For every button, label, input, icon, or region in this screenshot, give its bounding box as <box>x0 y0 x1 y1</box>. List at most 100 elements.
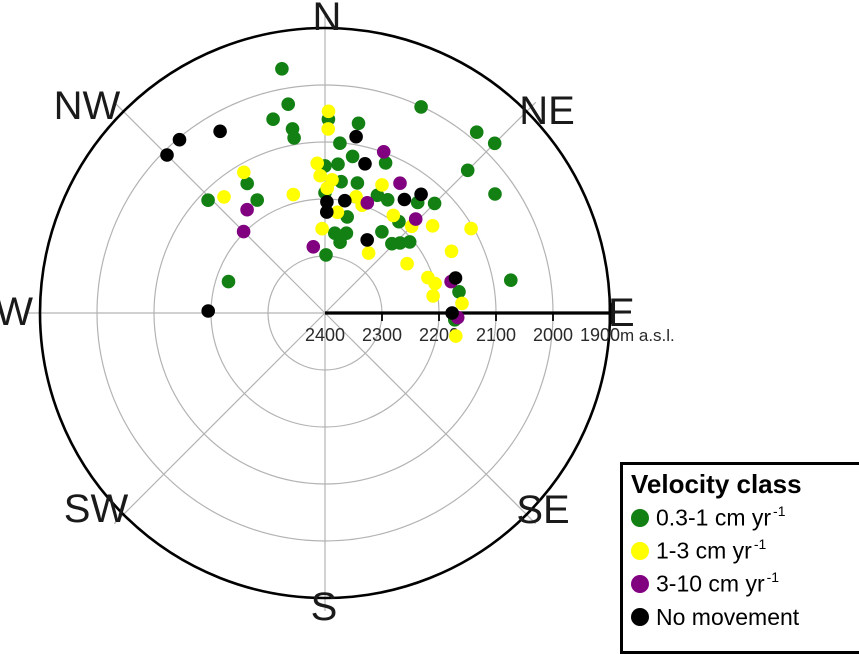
compass-label-sw: SW <box>64 487 129 531</box>
data-point <box>402 235 417 249</box>
data-point <box>320 205 334 219</box>
data-point <box>358 157 372 171</box>
data-point <box>444 244 459 259</box>
legend-entry: 1-3 cm yr -1 <box>631 535 859 568</box>
data-point <box>488 187 502 201</box>
data-point <box>338 193 352 208</box>
compass-label-s: S <box>311 585 338 629</box>
data-point <box>350 176 365 190</box>
compass-label-e: E <box>608 291 635 335</box>
legend-entry-label: 1-3 cm yr -1 <box>656 536 767 564</box>
data-point <box>321 104 336 119</box>
data-point <box>331 157 345 171</box>
data-point <box>360 196 375 210</box>
data-point <box>425 219 440 233</box>
data-point <box>172 132 187 147</box>
compass-label-w: W <box>0 290 33 334</box>
data-point <box>380 193 395 207</box>
data-point <box>310 156 325 171</box>
data-point <box>275 62 289 76</box>
legend-entry-superscript: -1 <box>766 569 780 586</box>
data-point <box>469 125 484 139</box>
data-point <box>375 178 389 192</box>
data-point <box>319 248 333 262</box>
radial-tick-label-1900: 1900 <box>580 325 620 345</box>
data-point <box>250 193 264 207</box>
data-point <box>449 329 463 343</box>
data-point <box>281 97 296 111</box>
data-point <box>315 221 329 236</box>
legend-entry-label: 0.3-1 cm yr -1 <box>656 503 786 531</box>
compass-label-nw: NW <box>54 84 121 128</box>
data-point <box>333 136 347 150</box>
data-point <box>286 187 301 202</box>
radial-tick-label-2200: 2200 <box>419 325 459 345</box>
data-point <box>330 205 345 220</box>
data-point <box>448 271 463 285</box>
data-point <box>321 122 336 136</box>
data-point <box>236 224 251 239</box>
data-point <box>426 289 440 303</box>
data-point <box>386 208 401 223</box>
compass-label-ne: NE <box>519 89 575 133</box>
legend-entry-label: No movement <box>656 603 800 630</box>
data-point <box>201 304 215 318</box>
data-point <box>320 195 334 209</box>
data-point <box>370 188 385 203</box>
spoke-315 <box>113 101 326 314</box>
unit-label: m a.s.l. <box>620 326 675 345</box>
data-point <box>313 168 328 183</box>
data-point <box>213 124 227 139</box>
legend-dot-icon <box>631 608 649 627</box>
data-point <box>333 235 347 249</box>
data-point <box>414 187 428 202</box>
legend-entry-superscript: -1 <box>753 536 767 553</box>
legend-entry: 3-10 cm yr -1 <box>631 568 859 601</box>
data-point <box>349 129 363 144</box>
legend-dot-icon <box>631 542 649 561</box>
data-point <box>287 131 301 145</box>
data-point <box>320 181 335 195</box>
data-point <box>455 296 469 311</box>
data-point <box>376 145 391 159</box>
data-point <box>460 163 475 178</box>
legend-entries: 0.3-1 cm yr -1 1-3 cm yr -1 3-10 cm yr -1 No m… <box>631 502 859 634</box>
data-point <box>408 212 423 226</box>
data-point <box>217 190 231 204</box>
data-point <box>237 165 251 180</box>
data-point <box>266 112 280 126</box>
legend-dot-icon <box>631 509 649 528</box>
radial-tick-label-2100: 2100 <box>476 325 516 345</box>
spoke-135 <box>324 312 537 525</box>
data-point <box>464 221 478 236</box>
radial-tick-label-2000: 2000 <box>533 325 573 345</box>
legend-dot-icon <box>631 575 649 594</box>
legend-entry-superscript: -1 <box>773 503 786 520</box>
data-point <box>240 202 254 217</box>
spoke-225 <box>113 312 326 525</box>
data-point <box>375 225 389 239</box>
data-point <box>160 148 174 162</box>
legend-entry: No movement <box>631 601 859 634</box>
data-point <box>221 274 236 289</box>
data-point <box>201 193 215 207</box>
data-point <box>400 256 414 271</box>
compass-label-se: SE <box>516 488 569 532</box>
data-point <box>414 100 428 114</box>
compass-label-n: N <box>313 0 342 39</box>
data-point <box>393 176 407 190</box>
data-point <box>361 246 376 260</box>
radial-tick-label-2400: 2400 <box>305 325 345 345</box>
legend-title: Velocity class <box>631 469 802 499</box>
data-point <box>306 240 321 254</box>
legend-entry-label: 3-10 cm yr -1 <box>656 569 780 597</box>
data-point <box>445 306 459 320</box>
legend: Velocity class 0.3-1 cm yr -1 1-3 cm yr -1 3… <box>620 462 859 654</box>
data-point <box>487 136 502 151</box>
data-point <box>351 116 366 131</box>
data-point <box>427 196 442 211</box>
data-point <box>360 233 375 247</box>
legend-entry: 0.3-1 cm yr -1 <box>631 502 859 535</box>
